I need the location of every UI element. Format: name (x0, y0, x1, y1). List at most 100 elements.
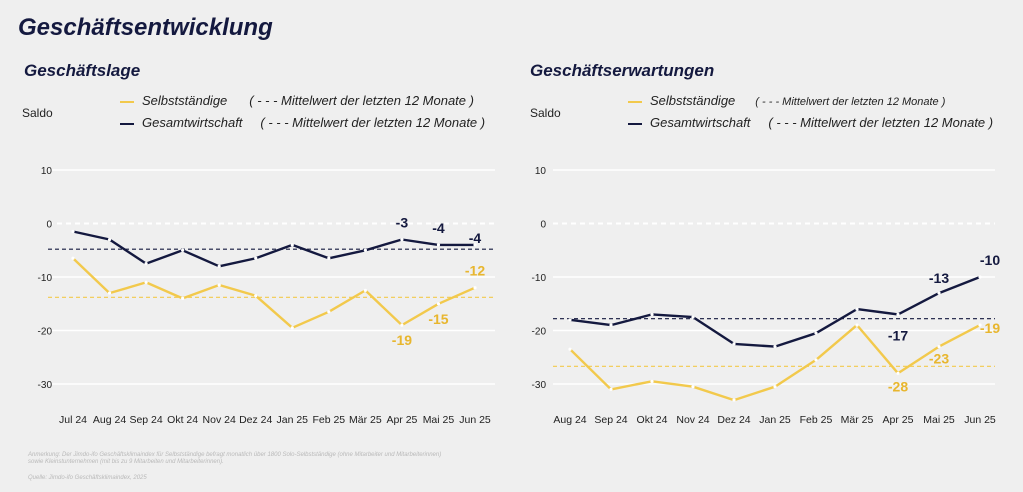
x-tick-label-left: Jun 25 (459, 414, 491, 426)
data-point-right (609, 387, 613, 391)
data-label-right: -23 (929, 351, 949, 367)
y-axis-label-right: Saldo (530, 106, 561, 120)
legend-swatch-navy (628, 122, 642, 125)
data-point-right (814, 331, 818, 335)
data-point-right (937, 291, 941, 295)
legend-label: Gesamtwirtschaft (142, 115, 243, 130)
data-point-left (254, 256, 258, 260)
data-point-left (107, 237, 112, 242)
data-label-left: -3 (396, 215, 409, 231)
legend-item-left-gesamtwirtschaft: Gesamtwirtschaft ( - - - Mittelwert der l… (120, 115, 485, 130)
legend-label: Selbstständige (650, 93, 736, 108)
data-point-left (473, 243, 477, 247)
data-label-left: -4 (432, 220, 445, 236)
footnote-line: Anmerkung: Der Jimdo-ifo Geschäftsklimai… (28, 452, 442, 458)
data-point-right (650, 379, 654, 383)
data-label-right: -19 (980, 320, 1000, 336)
y-tick-label-left: 10 (41, 166, 53, 177)
legend-label: Gesamtwirtschaft (650, 115, 751, 130)
legend-note: ( - - - Mittelwert der letzten 12 Monate… (768, 115, 994, 130)
data-point-left (400, 237, 404, 242)
legend-note: ( - - - Mittelwert der letzten 12 Monate… (260, 115, 486, 130)
data-point-left (181, 248, 185, 252)
x-tick-label-left: Feb 25 (312, 414, 345, 426)
data-point-right (568, 347, 572, 351)
data-label-right: -17 (888, 327, 908, 343)
chart-title-right: Geschäftserwartungen (530, 61, 715, 80)
footnote-line: sowie Kleinstunternehmen (mit bis zu 9 M… (28, 459, 224, 465)
data-point-right (691, 385, 695, 389)
y-tick-label-left: -30 (38, 380, 53, 391)
data-point-left (144, 280, 148, 284)
series-line-left (72, 230, 475, 268)
data-point-right (855, 323, 859, 327)
data-point-left (363, 248, 367, 252)
x-tick-label-right: Jun 25 (964, 414, 996, 426)
series-line-right (569, 275, 981, 348)
x-tick-label-right: Aug 24 (553, 414, 586, 426)
data-point-right (937, 344, 941, 349)
data-point-right (732, 398, 736, 402)
x-tick-label-left: Apr 25 (386, 414, 417, 426)
y-tick-label-right: -10 (532, 273, 547, 284)
legend-swatch-gold (120, 100, 134, 103)
data-point-right (978, 323, 982, 327)
y-tick-label-left: -10 (38, 273, 53, 284)
x-tick-label-right: Apr 25 (883, 414, 914, 426)
data-label-right: -13 (929, 270, 949, 286)
data-point-right (896, 312, 900, 317)
legend-item-right-gesamtwirtschaft: Gesamtwirtschaft ( - - - Mittelwert der l… (628, 115, 993, 130)
x-tick-label-right: Nov 24 (676, 414, 709, 426)
source-note: Quelle: Jimdo-ifo Geschäftsklimaindex, 2… (28, 475, 147, 481)
data-point-right (691, 315, 695, 319)
data-point-left (436, 302, 441, 306)
legend-item-left-selbststaendige: Selbstständige ( - - - Mittelwert der let… (120, 93, 474, 108)
data-point-left (71, 256, 75, 260)
data-label-right: -10 (980, 252, 1000, 268)
legend-swatch-navy (120, 122, 134, 125)
data-point-right (650, 312, 654, 317)
x-tick-label-left: Nov 24 (203, 414, 236, 426)
y-tick-label-left: -20 (38, 327, 53, 338)
data-point-right (978, 275, 982, 279)
x-tick-label-right: Mär 25 (841, 414, 874, 426)
data-label-left: -19 (392, 332, 412, 348)
x-tick-label-right: Mai 25 (923, 414, 955, 426)
data-point-left (363, 288, 367, 292)
legend-note: ( - - - Mittelwert der letzten 12 Monate… (249, 93, 474, 108)
x-tick-label-right: Okt 24 (637, 414, 668, 426)
data-label-left: -15 (428, 311, 448, 327)
y-tick-label-right: -20 (532, 327, 547, 338)
x-tick-label-left: Jan 25 (277, 414, 309, 426)
footnote: Anmerkung: Der Jimdo-ifo Geschäftsklimai… (28, 452, 441, 466)
data-point-left (327, 256, 331, 260)
page-title: Geschäftsentwicklung (18, 14, 273, 41)
chart-title-left: Geschäftslage (24, 61, 141, 80)
data-point-right (814, 358, 818, 362)
legend-label: Selbstständige (142, 93, 228, 108)
legend-item-right-selbststaendige: Selbstständige ( - - - Mittelwert der let… (628, 93, 945, 108)
data-point-left (327, 310, 331, 314)
y-tick-label-right: 0 (540, 220, 546, 231)
data-point-left (400, 323, 404, 327)
x-tick-label-left: Jul 24 (59, 414, 87, 426)
legend-swatch-gold (628, 100, 642, 103)
y-tick-label-left: 0 (46, 220, 52, 231)
y-axis-label-left: Saldo (22, 106, 53, 120)
x-tick-label-left: Mai 25 (423, 414, 455, 426)
data-point-right (773, 344, 777, 349)
data-point-right (609, 323, 613, 327)
data-point-left (217, 283, 221, 287)
data-label-left: -4 (469, 230, 482, 246)
x-tick-label-left: Okt 24 (167, 414, 198, 426)
x-tick-label-left: Mär 25 (349, 414, 382, 426)
data-point-right (855, 307, 859, 311)
x-tick-label-right: Dez 24 (717, 414, 750, 426)
data-point-left (254, 294, 258, 298)
y-tick-label-right: 10 (535, 166, 547, 177)
series-line-right (569, 323, 981, 402)
data-point-left (436, 243, 441, 247)
data-point-left (144, 262, 148, 266)
x-tick-label-right: Sep 24 (594, 414, 627, 426)
x-tick-label-left: Sep 24 (129, 414, 162, 426)
